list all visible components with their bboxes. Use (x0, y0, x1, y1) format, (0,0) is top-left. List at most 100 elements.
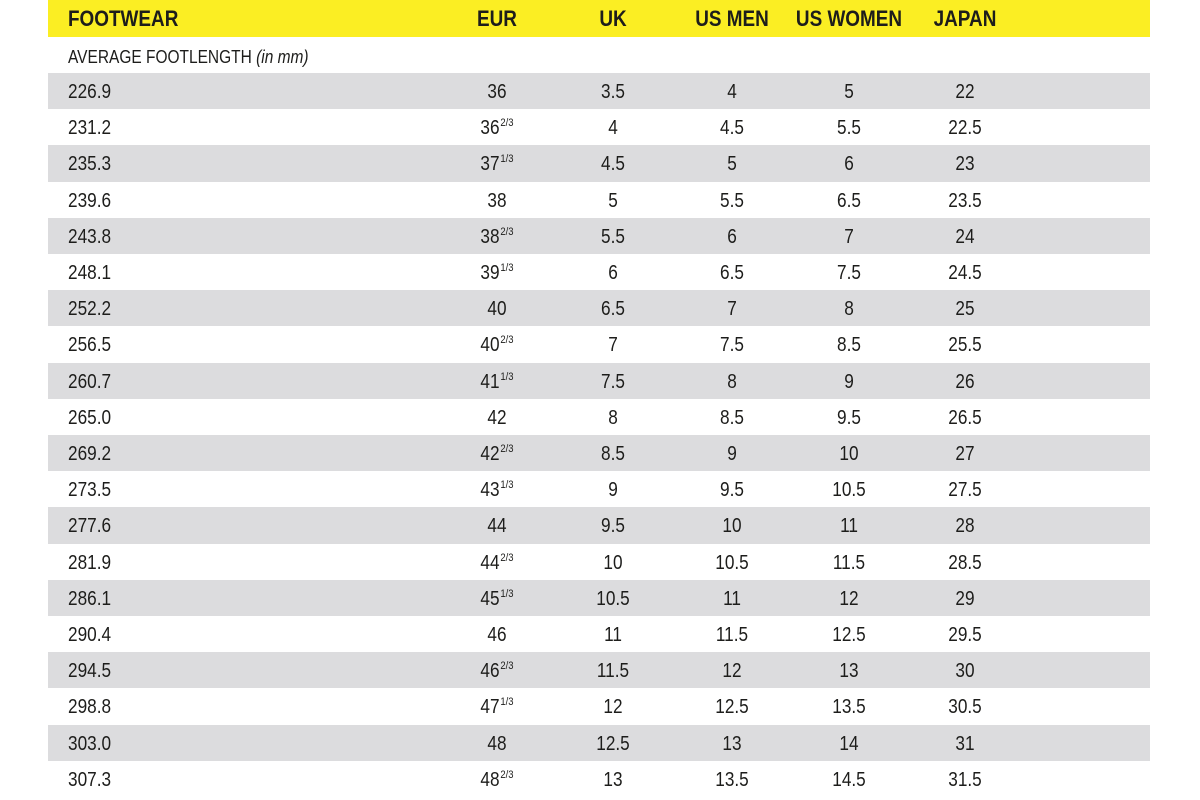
table-cell: 23.5 (948, 189, 982, 212)
table-cell: 7 (608, 334, 618, 357)
table-cell: 4.5 (601, 153, 625, 176)
cell-fraction: 2/3 (500, 225, 514, 238)
row-background (48, 579, 1150, 616)
table-cell: 260.7 (68, 370, 112, 393)
table-cell: 298.8 (68, 696, 112, 719)
header-bar (48, 0, 1150, 37)
table-cell: 9.5 (720, 479, 744, 502)
cell-whole: 45 (480, 587, 500, 610)
table-cell: 5 (608, 189, 618, 212)
table-cell: 8.5 (720, 406, 744, 429)
table-cell: 12 (603, 696, 623, 719)
table-cell: 7.5 (720, 334, 744, 357)
cell-whole: 47 (480, 696, 500, 719)
table-cell: 29.5 (948, 624, 982, 646)
table-cell: 3.5 (601, 81, 625, 103)
table-cell: 28 (955, 515, 975, 538)
table-cell: 5.5 (837, 117, 861, 140)
table-cell: 9 (844, 370, 854, 393)
cell-whole: 36 (480, 117, 500, 140)
cell-fraction: 1/3 (500, 370, 514, 383)
table-cell: 13 (603, 768, 623, 791)
table-cell: 7 (727, 298, 737, 321)
table-cell: 243.8 (68, 225, 112, 248)
cell-fraction: 1/3 (500, 153, 514, 166)
table-cell: 235.3 (68, 153, 112, 176)
table-cell: 29 (955, 587, 975, 610)
cell-fraction: 1/3 (500, 262, 514, 274)
subtitle-text: AVERAGE FOOTLENGTH (68, 47, 252, 67)
subtitle-unit: (in mm) (256, 47, 309, 67)
table-cell: 24.5 (948, 262, 982, 284)
table-cell: 10 (603, 551, 623, 574)
table-cell: 12.5 (832, 624, 866, 646)
row-background (48, 652, 1150, 689)
table-cell: 14 (839, 732, 859, 755)
column-header: UK (599, 6, 627, 31)
cell-whole: 48 (480, 768, 500, 791)
cell-fraction: 2/3 (500, 768, 514, 781)
row-background (48, 73, 1150, 110)
table-cell: 7.5 (837, 262, 861, 284)
table-cell: 6.5 (837, 189, 861, 212)
table-cell: 382/3 (411, 225, 583, 247)
table-cell: 6 (608, 262, 618, 284)
table-cell: 40 (487, 298, 507, 321)
table-cell: 471/3 (411, 696, 583, 719)
table-cell: 303.0 (68, 732, 112, 755)
cell-fraction: 2/3 (500, 117, 514, 130)
row-background (48, 290, 1150, 327)
row-background (48, 145, 1150, 182)
table-cell: 13.5 (715, 768, 749, 791)
row-background (48, 217, 1150, 254)
table-cell: 11.5 (832, 551, 866, 574)
table-cell: 290.4 (68, 624, 112, 646)
table-cell: 8 (727, 370, 737, 393)
table-cell: 8 (844, 298, 854, 321)
cell-fraction: 2/3 (500, 443, 514, 455)
table-cell: 23 (955, 153, 975, 176)
cell-fraction: 1/3 (500, 696, 514, 709)
table-cell: 28.5 (948, 551, 982, 574)
table-cell: 11 (723, 587, 741, 610)
table-cell: 14.5 (832, 768, 866, 791)
table-cell: 46 (487, 624, 507, 646)
cell-fraction: 2/3 (500, 334, 514, 347)
cell-fraction: 2/3 (500, 660, 514, 673)
column-header: FOOTWEAR (68, 6, 179, 31)
table-cell: 31 (955, 732, 975, 755)
table-cell: 13 (722, 732, 742, 755)
row-background (48, 724, 1150, 761)
table-cell: 44 (487, 515, 507, 538)
table-cell: 25.5 (948, 334, 982, 357)
table-cell: 36 (487, 81, 507, 103)
table-cell: 273.5 (68, 479, 112, 502)
table-cell: 10 (722, 515, 742, 538)
table-cell: 411/3 (411, 370, 583, 392)
subtitle: AVERAGE FOOTLENGTH (in mm) (68, 48, 309, 66)
table-cell: 13 (839, 660, 859, 683)
table-cell: 10.5 (596, 587, 630, 610)
cell-whole: 37 (480, 153, 500, 176)
table-cell: 462/3 (411, 660, 583, 682)
cell-whole: 40 (480, 334, 500, 357)
table-cell: 31.5 (948, 768, 982, 791)
column-header: US WOMEN (795, 6, 903, 31)
table-cell: 281.9 (68, 551, 112, 574)
cell-fraction: 2/3 (500, 551, 514, 564)
column-header: EUR (477, 6, 517, 31)
table-cell: 7 (844, 225, 854, 248)
table-cell: 362/3 (411, 117, 583, 140)
table-cell: 431/3 (411, 480, 583, 501)
table-cell: 402/3 (411, 334, 583, 357)
table-cell: 286.1 (68, 587, 112, 610)
table-cell: 5 (727, 153, 737, 176)
table-cell: 9 (608, 479, 618, 502)
table-cell: 42 (487, 406, 507, 429)
table-cell: 26 (955, 370, 975, 393)
table-cell: 38 (487, 189, 507, 212)
table-cell: 11.5 (715, 624, 749, 646)
table-cell: 11.5 (596, 660, 630, 683)
cell-whole: 39 (480, 262, 500, 284)
